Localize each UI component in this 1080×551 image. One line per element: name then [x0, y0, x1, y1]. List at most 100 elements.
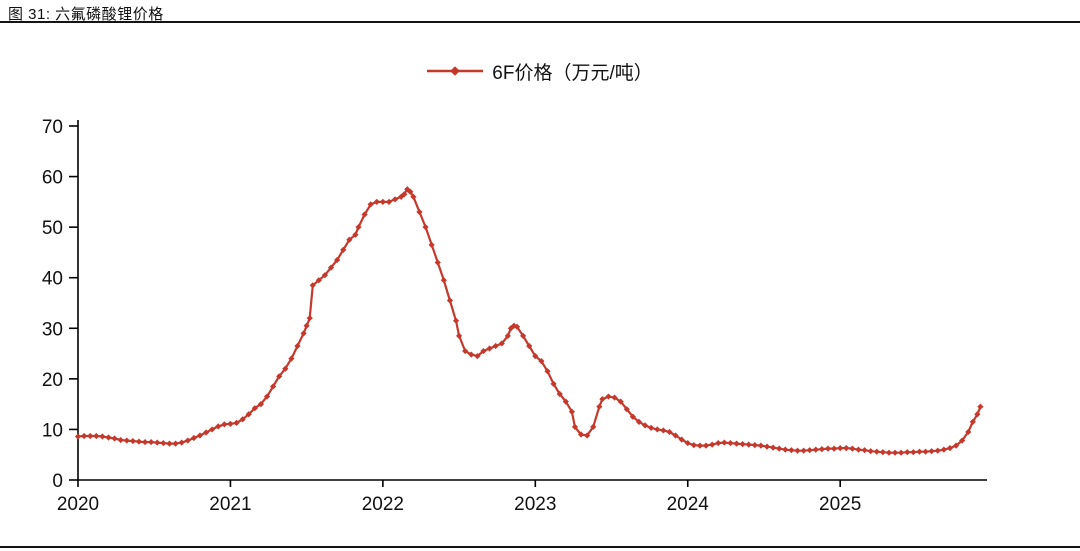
data-point-marker: [355, 224, 362, 231]
data-point-marker: [885, 449, 893, 456]
data-point-marker: [861, 447, 868, 454]
legend-label: 6F价格（万元/吨）: [492, 62, 653, 84]
data-point-marker: [129, 437, 136, 445]
data-point-marker: [879, 449, 886, 456]
data-point-marker: [401, 191, 408, 198]
data-point-marker: [599, 395, 606, 403]
data-point-marker: [93, 432, 100, 440]
data-point-marker: [635, 418, 643, 425]
data-point-marker: [160, 439, 167, 447]
figure-bottom-rule: [0, 546, 1080, 548]
data-point-marker: [757, 442, 765, 449]
data-point-marker: [172, 440, 179, 447]
data-point-marker: [446, 297, 454, 304]
data-point-marker: [721, 439, 728, 446]
data-point-marker: [727, 439, 734, 447]
data-point-marker: [891, 449, 899, 456]
data-point-marker: [751, 442, 758, 449]
figure-title: 图 31: 六氟磷酸锂价格: [8, 6, 164, 23]
data-point-marker: [617, 398, 624, 405]
data-point-marker: [178, 439, 185, 446]
figure-header-rule: 图 31: 六氟磷酸锂价格: [0, 0, 1080, 23]
data-point-marker: [605, 393, 612, 400]
data-point-marker: [715, 439, 722, 447]
y-tick-label: 20: [42, 370, 63, 391]
data-point-marker: [812, 446, 819, 453]
data-point-marker: [87, 432, 94, 440]
data-point-marker: [629, 413, 636, 420]
x-tick-label: 2020: [57, 494, 99, 515]
data-point-marker: [233, 419, 240, 426]
data-point-marker: [596, 403, 603, 410]
data-point-marker: [196, 432, 204, 439]
data-point-marker: [898, 449, 905, 456]
data-point-marker: [346, 236, 353, 243]
data-point-marker: [340, 246, 347, 253]
data-point-marker: [111, 435, 118, 442]
data-point-marker: [379, 198, 386, 205]
data-point-marker: [148, 438, 155, 446]
data-point-marker: [321, 272, 329, 279]
data-point-marker: [584, 432, 591, 439]
data-point-marker: [577, 431, 585, 438]
data-point-marker: [416, 208, 423, 216]
data-point-marker: [498, 340, 505, 347]
data-point-marker: [641, 422, 649, 429]
data-point-marker: [568, 408, 575, 415]
data-point-marker: [486, 345, 493, 352]
data-point-marker: [733, 440, 740, 447]
data-point-marker: [965, 428, 972, 436]
data-point-marker: [504, 332, 511, 339]
x-tick-label: 2025: [819, 494, 861, 515]
data-point-marker: [745, 441, 752, 448]
data-point-marker: [849, 445, 856, 452]
data-point-marker: [221, 421, 228, 428]
data-point-marker: [141, 438, 149, 446]
data-point-marker: [334, 256, 341, 264]
data-point-marker: [135, 438, 143, 445]
data-point-marker: [428, 241, 435, 248]
data-point-marker: [300, 330, 307, 337]
data-point-marker: [452, 317, 460, 324]
data-point-marker: [702, 442, 710, 449]
data-point-marker: [215, 423, 222, 430]
data-point-marker: [538, 358, 545, 365]
data-point-marker: [303, 322, 310, 329]
y-tick-label: 70: [42, 117, 63, 138]
data-point-marker: [590, 423, 597, 430]
x-tick-label: 2022: [362, 494, 404, 515]
x-tick-label: 2021: [209, 494, 251, 515]
data-point-marker: [306, 315, 313, 322]
data-point-marker: [934, 447, 941, 454]
data-point-marker: [666, 428, 673, 436]
y-tick-label: 50: [42, 218, 63, 239]
data-point-marker: [654, 426, 661, 433]
data-point-marker: [824, 445, 832, 452]
data-point-marker: [571, 423, 579, 430]
data-point-marker: [510, 322, 518, 329]
y-tick-label: 60: [42, 168, 63, 189]
data-point-marker: [974, 411, 981, 418]
data-point-marker: [239, 416, 246, 423]
data-point-marker: [782, 446, 789, 453]
y-tick-label: 0: [52, 471, 63, 492]
data-point-marker: [562, 398, 569, 405]
data-point-marker: [105, 434, 112, 441]
data-point-marker: [977, 403, 984, 410]
data-point-marker: [776, 445, 783, 452]
data-point-marker: [672, 432, 679, 439]
data-point-marker: [434, 259, 441, 266]
data-point-marker: [209, 426, 216, 433]
data-point-marker: [959, 437, 966, 444]
data-point-marker: [367, 201, 374, 208]
data-point-marker: [309, 282, 316, 289]
data-point-marker: [513, 323, 521, 330]
data-point-marker: [837, 445, 844, 452]
data-point-marker: [257, 401, 265, 408]
data-point-marker: [969, 418, 976, 425]
data-point-marker: [288, 355, 295, 362]
data-point-marker: [904, 449, 911, 456]
data-point-marker: [80, 432, 88, 440]
data-point-marker: [611, 394, 618, 401]
data-point-marker: [544, 368, 551, 375]
